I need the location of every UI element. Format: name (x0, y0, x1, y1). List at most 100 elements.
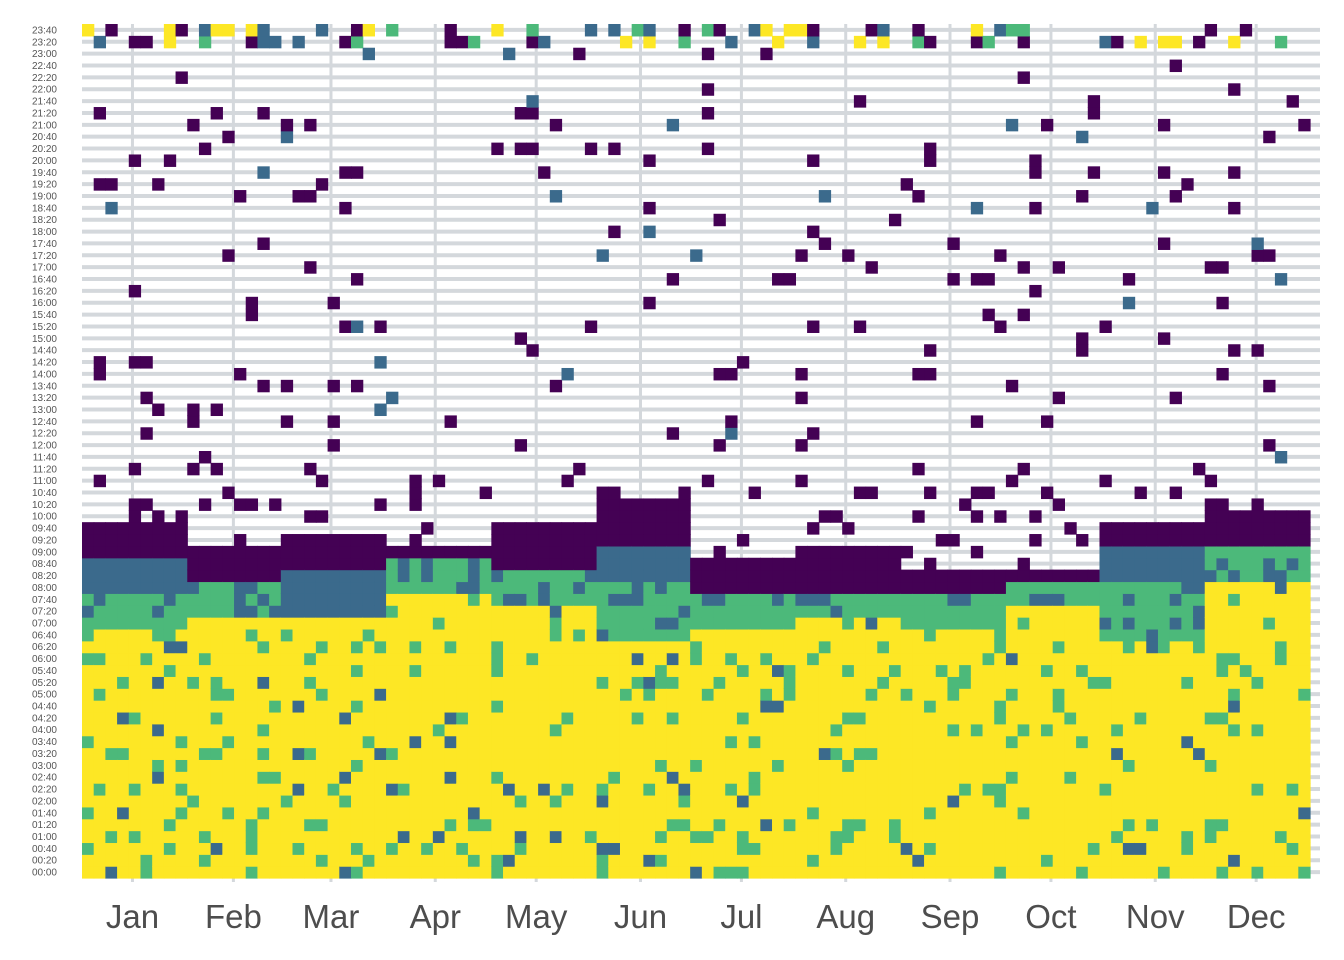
heatmap-cell (292, 676, 305, 689)
heatmap-cell (772, 747, 785, 760)
heatmap-cell (175, 783, 188, 796)
heatmap-cell (339, 166, 352, 179)
heatmap-cell (561, 367, 574, 381)
heatmap-cell (549, 379, 563, 393)
heatmap-cell (736, 759, 750, 772)
heatmap-cell (1298, 534, 1311, 547)
heatmap-cell (175, 24, 188, 37)
heatmap-cell (1181, 806, 1194, 820)
heatmap-cell (994, 866, 1007, 879)
heatmap-cell (666, 854, 680, 867)
heatmap-cell (1286, 676, 1299, 689)
heatmap-cell (853, 95, 867, 108)
heatmap-cell (128, 688, 142, 701)
heatmap-cell (807, 664, 820, 677)
heatmap-cell (1274, 273, 1288, 286)
y-tick-label: 14:00 (32, 369, 57, 380)
heatmap-cell (888, 688, 902, 701)
heatmap-cell (701, 24, 715, 37)
heatmap-cell (491, 759, 504, 772)
heatmap-cell (222, 617, 235, 630)
heatmap-cell (93, 759, 106, 772)
heatmap-cell (526, 534, 539, 547)
heatmap-cell (210, 723, 223, 737)
heatmap-cell (1204, 830, 1218, 844)
heatmap-cell (386, 688, 399, 701)
heatmap-cell (924, 700, 937, 713)
heatmap-cell (1041, 486, 1054, 500)
heatmap-cell (128, 617, 142, 630)
heatmap-cell (573, 806, 586, 820)
heatmap-cell (93, 640, 106, 654)
heatmap-cell (795, 367, 808, 381)
heatmap-cell (128, 700, 142, 713)
heatmap-cell (970, 700, 984, 713)
heatmap-cell (818, 854, 832, 867)
heatmap-cell (514, 332, 528, 345)
heatmap-cell (584, 617, 598, 630)
heatmap-cell (538, 842, 551, 855)
heatmap-cell (760, 676, 773, 689)
heatmap-cell (467, 676, 481, 689)
heatmap-cell (1111, 783, 1124, 796)
heatmap-cell (175, 640, 188, 654)
heatmap-cell (690, 866, 703, 879)
heatmap-cell (1274, 617, 1288, 630)
heatmap-cell (807, 747, 820, 760)
heatmap-cell (128, 818, 142, 832)
heatmap-cell (1146, 747, 1159, 760)
heatmap-cell (350, 676, 364, 689)
heatmap-cell (713, 605, 726, 618)
heatmap-cell (269, 700, 282, 713)
heatmap-cell (924, 771, 937, 784)
heatmap-cell (1111, 830, 1124, 844)
heatmap-cell (397, 711, 411, 725)
heatmap-cell (631, 640, 644, 654)
heatmap-cell (1157, 569, 1171, 583)
heatmap-cell (596, 249, 609, 262)
heatmap-cell (1087, 700, 1101, 713)
heatmap-cell (1122, 545, 1136, 559)
heatmap-cell (526, 652, 539, 666)
heatmap-cell (865, 688, 878, 701)
heatmap-cell (222, 605, 235, 618)
heatmap-cell (1087, 593, 1101, 606)
heatmap-cell (1052, 676, 1065, 689)
heatmap-cell (432, 830, 446, 844)
heatmap-cell (678, 35, 691, 49)
heatmap-cell (1193, 735, 1206, 749)
heatmap-cell (292, 545, 305, 559)
heatmap-cell (82, 581, 95, 594)
heatmap-cell (140, 593, 153, 606)
heatmap-cell (234, 688, 247, 701)
heatmap-cell (561, 842, 574, 855)
heatmap-cell (608, 486, 621, 500)
x-tick-label: Dec (1227, 898, 1286, 935)
heatmap-cell (830, 854, 843, 867)
heatmap-cell (1099, 747, 1112, 760)
heatmap-cell (655, 794, 668, 808)
heatmap-cell (970, 854, 984, 867)
heatmap-cell (152, 830, 165, 844)
heatmap-cell (444, 640, 457, 654)
heatmap-cell (924, 676, 937, 689)
heatmap-cell (93, 735, 106, 749)
heatmap-cell (573, 522, 586, 535)
heatmap-cell (900, 640, 913, 654)
heatmap-cell (830, 664, 843, 677)
heatmap-cell (1111, 605, 1124, 618)
heatmap-cell (479, 569, 492, 583)
heatmap-cell (234, 628, 247, 642)
heatmap-cell (1134, 747, 1147, 760)
heatmap-cell (503, 640, 516, 654)
heatmap-cell (93, 854, 106, 867)
heatmap-cell (1251, 700, 1264, 713)
heatmap-cell (1204, 474, 1218, 488)
heatmap-cell (924, 486, 937, 500)
heatmap-cell (526, 617, 539, 630)
heatmap-cell (736, 534, 750, 547)
heatmap-cell (795, 581, 808, 594)
heatmap-cell (432, 818, 446, 832)
heatmap-cell (292, 605, 305, 618)
heatmap-cell (853, 818, 867, 832)
